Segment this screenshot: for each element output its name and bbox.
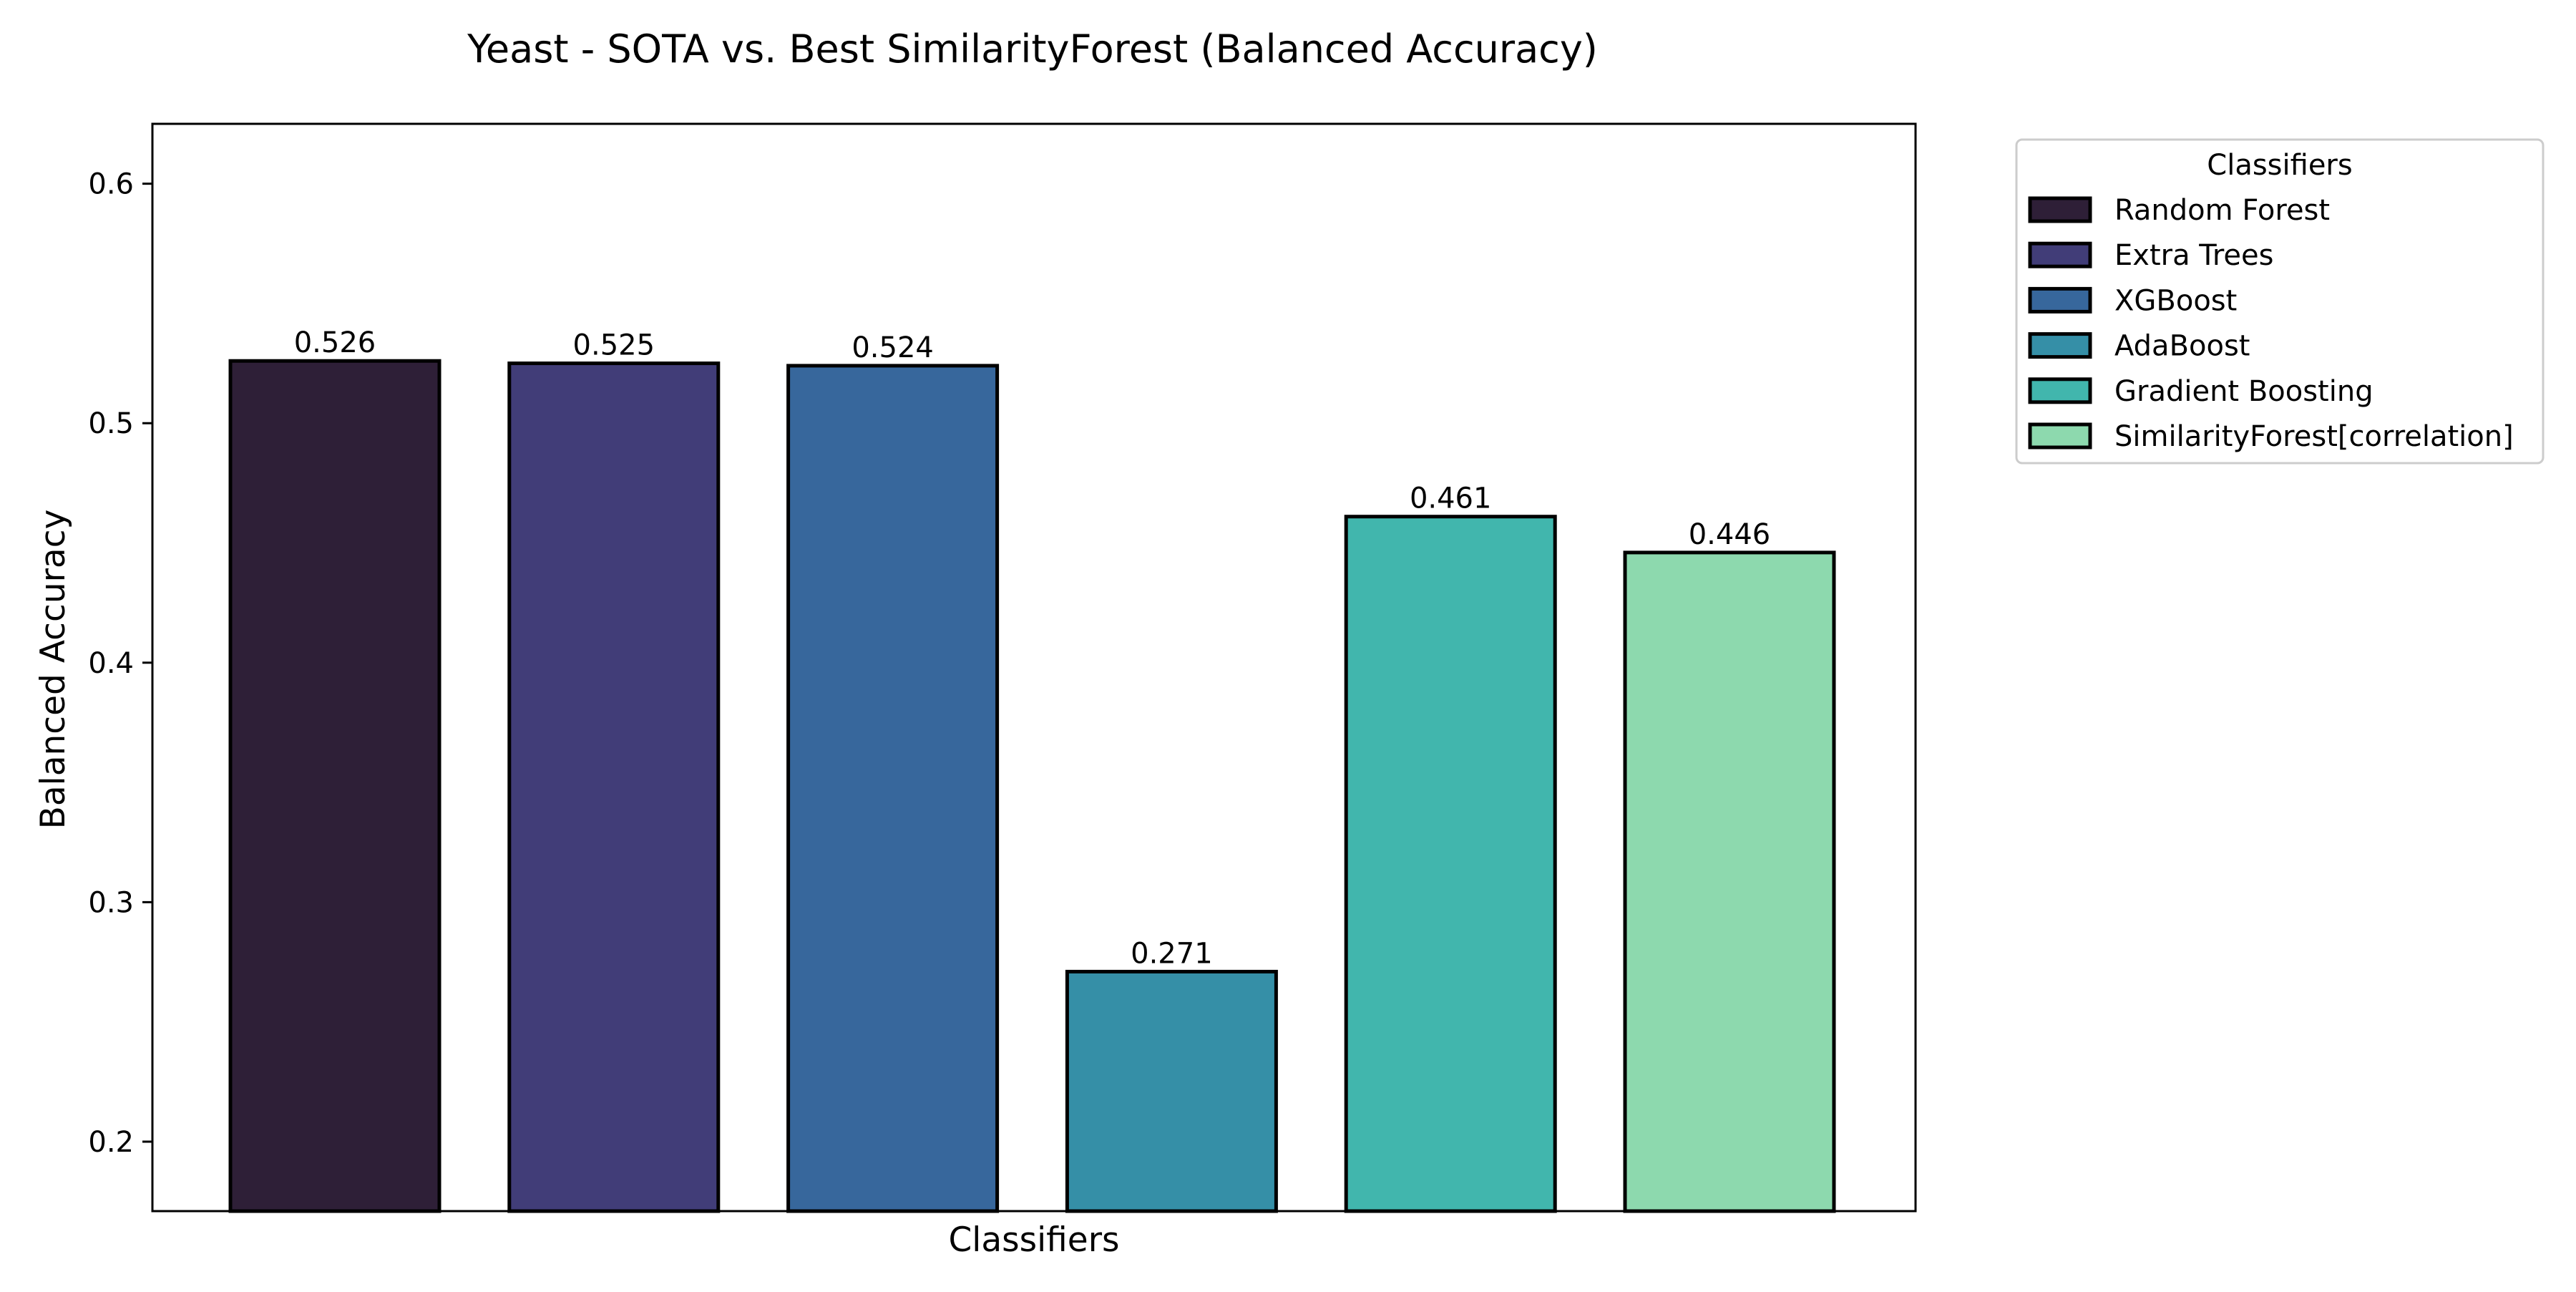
- legend-label-3: AdaBoost: [2114, 330, 2250, 363]
- legend-swatch-5: [2028, 422, 2092, 450]
- legend-swatch-2: [2028, 286, 2092, 314]
- y-tick-label-4: 0.6: [88, 168, 134, 201]
- legend: Classifiers Random Forest Extra Trees XGBo…: [2015, 138, 2545, 465]
- legend-label-0: Random Forest: [2114, 194, 2330, 227]
- bars-layer: [228, 359, 1836, 1213]
- legend-swatch-4: [2028, 377, 2092, 404]
- x-axis-label: Classifiers: [948, 1220, 1119, 1260]
- y-axis: 0.2 0.3 0.4 0.5 0.6: [88, 168, 152, 1159]
- legend-title: Classifiers: [2207, 149, 2352, 182]
- legend-swatch-3: [2028, 332, 2092, 359]
- bar-value-label-3: 0.271: [1131, 937, 1213, 970]
- legend-swatch-1: [2028, 241, 2092, 268]
- legend-label-2: XGBoost: [2114, 284, 2237, 317]
- bar-2: [786, 364, 1000, 1213]
- bar-4: [1344, 515, 1557, 1213]
- legend-swatch-0: [2028, 196, 2092, 223]
- legend-label-1: Extra Trees: [2114, 239, 2273, 272]
- bar-value-label-4: 0.461: [1410, 482, 1492, 515]
- y-axis-label: Balanced Accuracy: [34, 510, 73, 830]
- y-tick-label-3: 0.5: [88, 407, 134, 440]
- chart-title: Yeast - SOTA vs. Best SimilarityForest (…: [467, 26, 1598, 72]
- bar-value-label-0: 0.526: [294, 326, 376, 359]
- plot-area-frame: [151, 122, 1917, 1213]
- bar-value-labels: 0.526 0.525 0.524 0.271 0.461 0.446: [294, 326, 1771, 970]
- legend-label-5: SimilarityForest[correlation]: [2114, 420, 2514, 453]
- bar-value-label-2: 0.524: [852, 331, 934, 364]
- bar-5: [1623, 550, 1836, 1213]
- legend-frame: [2015, 138, 2545, 465]
- legend-entries: Random Forest Extra Trees XGBoost AdaBoost G…: [2028, 194, 2514, 453]
- y-tick-label-2: 0.4: [88, 647, 134, 680]
- bar-value-label-5: 0.446: [1689, 518, 1771, 551]
- y-tick-label-1: 0.3: [88, 886, 134, 919]
- bar-0: [228, 359, 441, 1213]
- bar-1: [507, 361, 721, 1213]
- bar-3: [1065, 969, 1278, 1213]
- bar-value-label-1: 0.525: [573, 329, 655, 362]
- y-tick-label-0: 0.2: [88, 1126, 134, 1159]
- legend-label-4: Gradient Boosting: [2114, 375, 2373, 408]
